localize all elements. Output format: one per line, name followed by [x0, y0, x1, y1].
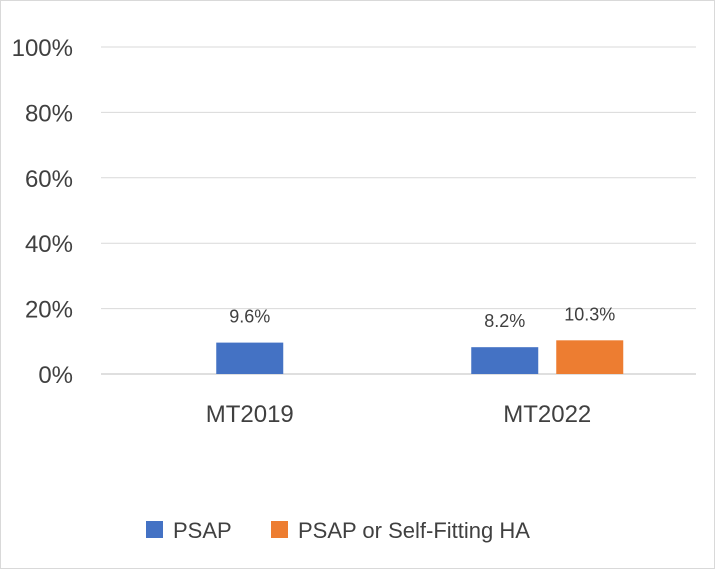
y-tick-label: 60% [25, 166, 73, 193]
data-label: 10.3% [564, 304, 615, 324]
y-tick-label: 80% [25, 100, 73, 127]
x-axis-categories: MT2019 MT2022 [206, 401, 592, 428]
bar-psap-mt2019 [216, 342, 284, 374]
bar-psap-mt2022 [471, 347, 539, 374]
legend-swatch [271, 521, 288, 538]
data-labels: 9.6% 8.2% 10.3% [229, 304, 615, 331]
y-tick-label: 40% [25, 231, 73, 258]
x-category-label: MT2019 [206, 401, 294, 428]
legend-label: PSAP [173, 518, 232, 543]
gridlines [101, 46, 696, 375]
data-label: 9.6% [229, 307, 270, 327]
legend-label: PSAP or Self-Fitting HA [298, 518, 530, 543]
legend-swatch [146, 521, 163, 538]
bar-psap-or-self-fitting-ha-mt2022 [556, 340, 624, 374]
y-tick-label: 20% [25, 297, 73, 324]
x-category-label: MT2022 [503, 401, 591, 428]
data-label: 8.2% [484, 311, 525, 331]
legend: PSAP PSAP or Self-Fitting HA [146, 518, 530, 543]
bars [216, 340, 624, 374]
y-tick-label: 100% [12, 35, 73, 62]
y-tick-label: 0% [38, 362, 73, 389]
y-axis-ticks: 0% 20% 40% 60% 80% 100% [12, 35, 73, 389]
